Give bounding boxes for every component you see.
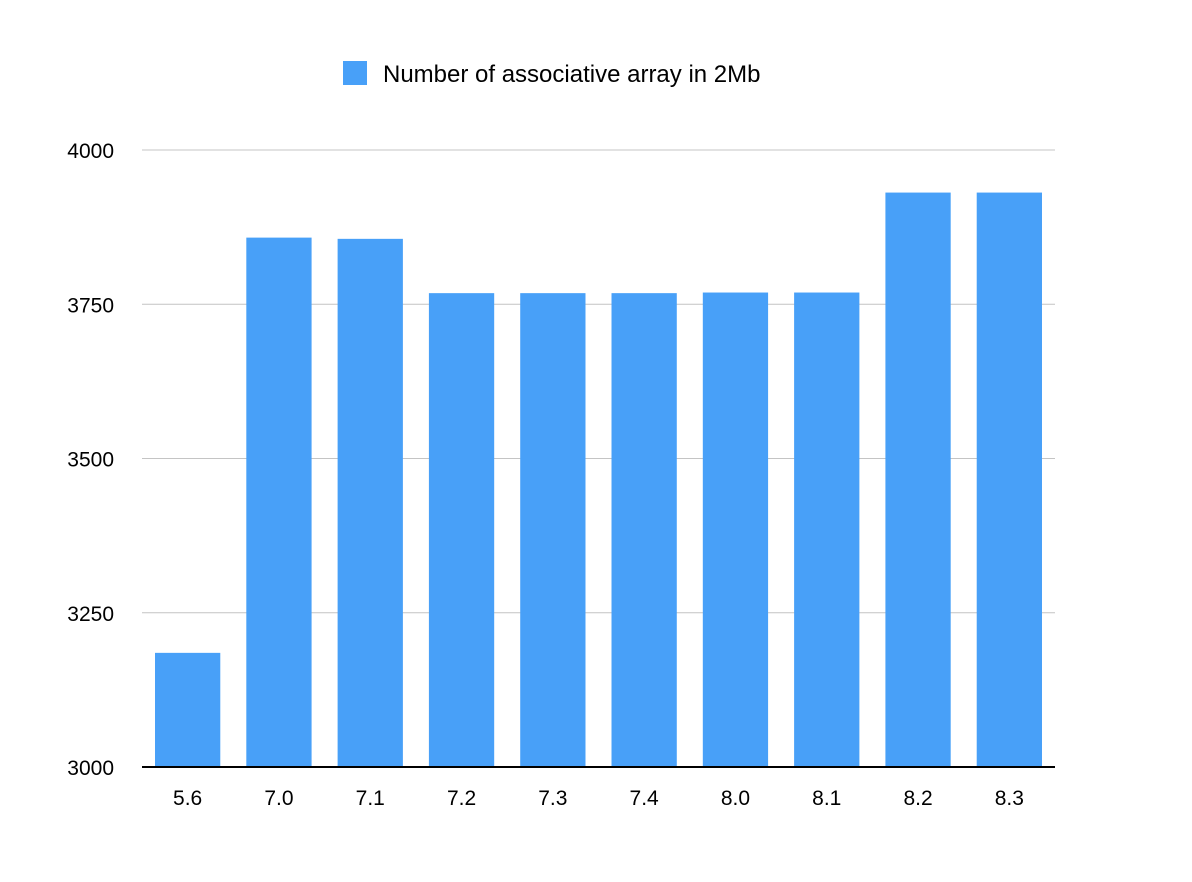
x-tick-label: 8.3	[995, 787, 1024, 810]
bars	[155, 192, 1042, 767]
bar	[520, 293, 586, 767]
bar	[246, 237, 312, 767]
x-tick-label: 7.0	[264, 787, 293, 810]
x-tick-label: 7.1	[356, 787, 385, 810]
y-axis: 3000 3250 3500 3750 4000	[67, 140, 114, 780]
legend-swatch	[343, 61, 367, 85]
x-tick-label: 7.2	[447, 787, 476, 810]
y-tick-label: 3500	[67, 449, 114, 472]
bar	[794, 292, 860, 767]
y-tick-label: 3250	[67, 603, 114, 626]
x-tick-label: 8.2	[903, 787, 932, 810]
legend-label: Number of associative array in 2Mb	[383, 61, 760, 88]
x-tick-label: 7.3	[538, 787, 567, 810]
bar	[428, 293, 495, 767]
x-tick-label: 8.1	[812, 787, 841, 810]
y-tick-label: 4000	[67, 140, 114, 163]
chart-legend: Number of associative array in 2Mb	[343, 61, 760, 88]
bar	[702, 292, 769, 767]
bar	[337, 238, 403, 767]
bar	[885, 192, 951, 767]
x-tick-label: 8.0	[721, 787, 750, 810]
y-tick-label: 3000	[67, 757, 114, 780]
x-axis: 5.6 7.0 7.1 7.2 7.3 7.4 8.0 8.1 8.2 8.3	[142, 766, 1055, 810]
bar	[976, 192, 1042, 767]
y-tick-label: 3750	[67, 294, 114, 317]
bar	[155, 652, 221, 767]
x-tick-label: 7.4	[630, 787, 660, 810]
bar	[611, 293, 677, 767]
x-tick-label: 5.6	[173, 787, 202, 810]
